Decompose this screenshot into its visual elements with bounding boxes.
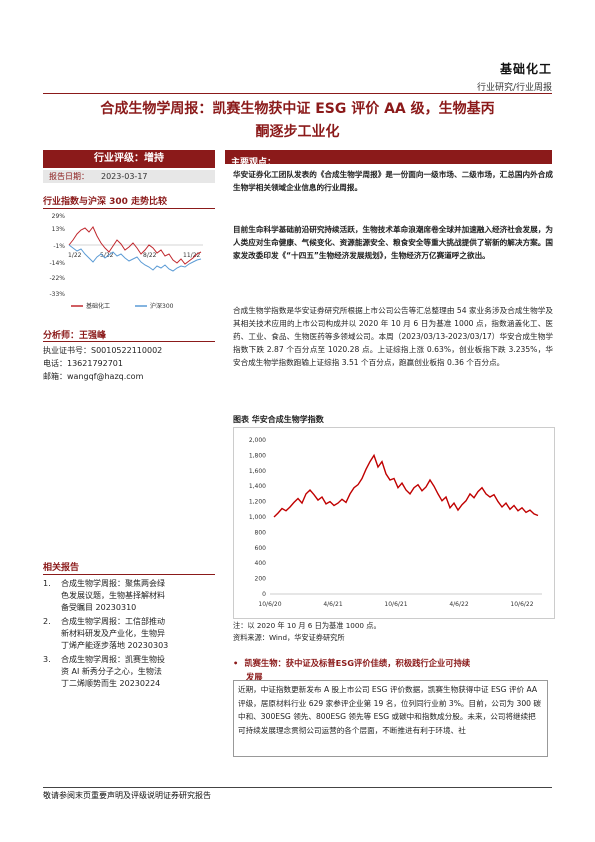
related-item-line: 资 AI 新秀分子之心，生物法	[61, 667, 162, 676]
trend-chart: 29% 13% -1% -14% -22% -33% 1/22 5/22 8/2…	[49, 213, 203, 310]
main-points-header: 主要观点：	[225, 150, 552, 168]
related-heading-rule	[43, 574, 215, 575]
related-item-line: 色发展议题，生物基择解材料	[61, 591, 165, 600]
index-paragraph: 合成生物学指数是华安证券研究所根据上市公司公告等汇总整理由 54 家业务涉及合成…	[233, 306, 553, 367]
footer-disclaimer[interactable]: 敬请参阅末页重要声明及评级说明证券研究报告	[43, 791, 211, 800]
legend-sector: 基础化工	[86, 302, 110, 310]
trend-chart-heading: 行业指数与沪深 300 走势比较	[43, 197, 168, 207]
bullet-line-2: 发展	[246, 672, 263, 682]
analyst-email[interactable]: 邮箱：wangqf@hazq.com	[43, 372, 144, 381]
related-item-text: 合成生物学周报：工信部推动 新材料研发及产业化，生物异 丁烯产能逐步落地 202…	[61, 616, 168, 652]
trend-ytick: -33%	[49, 291, 65, 298]
related-item-line: 合成生物学周报：工信部推动	[61, 617, 165, 626]
header-divider	[43, 93, 552, 94]
analyst-phone: 电话：13621792701	[43, 359, 123, 368]
index-series-line	[273, 453, 539, 518]
sector-label: 基础化工	[499, 62, 552, 76]
figure-note: 注：以 2020 年 10 月 6 日为基准 1000 点。	[233, 621, 381, 630]
trend-xtick: 11/22	[183, 252, 200, 259]
related-list: 1. 合成生物学周报：聚焦两会绿 色发展议题，生物基择解材料 备受瞩目 2023…	[43, 578, 213, 690]
index-chart: 2,000 1,800 1,600 1,400 1,200 1,000 800 600 400 2…	[249, 437, 542, 608]
y-tick-label: 1,000	[249, 514, 266, 521]
y-tick-label: 800	[255, 529, 267, 536]
title-line-2: 酮逐步工业化	[255, 124, 340, 140]
x-tick-label: 10/6/20	[258, 601, 281, 608]
report-title: 合成生物学周报：凯赛生物获中证 ESG 评价 AA 级，生物基丙 酮逐步工业化	[43, 98, 552, 144]
background-paragraph: 目前生命科学基础前沿研究持续活跃，生物技术革命浪潮席卷全球并加速融入经济社会发展…	[233, 225, 553, 260]
bullet-line-1: 凯赛生物：获中证及标普ESG评价佳绩，积极践行企业可持续	[244, 658, 471, 668]
trend-heading-rule	[43, 208, 215, 209]
y-tick-label: 1,600	[249, 468, 266, 475]
x-tick-label: 4/6/21	[323, 601, 342, 608]
trend-xtick: 8/22	[143, 252, 157, 259]
footer-divider	[43, 787, 552, 788]
news-box: 近期，中证指数更新发布 A 股上市公司 ESG 评价数据，凯赛生物获得中证 ES…	[233, 680, 548, 757]
related-item-line: 合成生物学周报：聚焦两会绿	[61, 579, 165, 588]
related-item-text: 合成生物学周报：聚焦两会绿 色发展议题，生物基择解材料 备受瞩目 2023031…	[61, 578, 165, 614]
report-date-value: 2023-03-17	[101, 172, 148, 181]
related-heading: 相关报告	[43, 563, 80, 573]
y-tick-label: 1,800	[249, 452, 266, 459]
x-tick-label: 4/6/22	[449, 601, 468, 608]
news-bullet-heading: • 凯赛生物：获中证及标普ESG评价佳绩，积极践行企业可持续 发展	[233, 656, 553, 684]
trend-ytick: -14%	[49, 260, 65, 267]
index-chart-frame: 2,000 1,800 1,600 1,400 1,200 1,000 800 600 400 2…	[233, 427, 555, 619]
analyst-cert: 执业证书号：S0010522110002	[43, 346, 163, 355]
figure-title: 图表 华安合成生物学指数	[233, 415, 324, 424]
analyst-heading: 分析师：王强峰	[43, 331, 107, 341]
report-date-label: 报告日期：	[49, 172, 89, 181]
report-date: 报告日期： 2023-03-17	[43, 170, 215, 183]
trend-ytick: 29%	[52, 213, 66, 220]
report-type: 行业研究/行业周报	[476, 83, 552, 93]
related-item-line: 丁二烯顺势而生 20230224	[61, 679, 161, 688]
related-item-line: 合成生物学周报：凯赛生物投	[61, 655, 165, 664]
intro-paragraph: 华安证券化工团队发表的《合成生物学周报》是一份面向一级市场、二级市场，汇总国内外…	[233, 170, 553, 192]
y-tick-label: 0	[262, 591, 266, 598]
legend-hs300: 沪深300	[150, 302, 174, 310]
y-tick-label: 600	[255, 545, 267, 552]
related-item-line: 备受瞩目 20230310	[61, 603, 137, 612]
x-tick-label: 10/6/21	[384, 601, 407, 608]
related-item-text: 合成生物学周报：凯赛生物投 资 AI 新秀分子之心，生物法 丁二烯顺势而生 20…	[61, 654, 165, 690]
bullet-marker: •	[233, 658, 239, 668]
x-tick-label: 10/6/22	[510, 601, 533, 608]
related-item-line: 丁烯产能逐步落地 20230303	[61, 641, 169, 650]
related-item-num: 1.	[43, 579, 51, 588]
trend-series-hs300	[68, 244, 202, 272]
related-item-num: 3.	[43, 655, 51, 664]
trend-series-sector	[68, 226, 202, 265]
y-tick-label: 2,000	[249, 437, 266, 444]
trend-ytick: -1%	[53, 243, 65, 250]
y-tick-label: 1,400	[249, 483, 266, 490]
related-item-line: 新材料研发及产业化，生物异	[61, 629, 165, 638]
y-tick-label: 400	[255, 560, 267, 567]
related-item[interactable]: 2. 合成生物学周报：工信部推动 新材料研发及产业化，生物异 丁烯产能逐步落地 …	[43, 616, 213, 652]
related-item[interactable]: 3. 合成生物学周报：凯赛生物投 资 AI 新秀分子之心，生物法 丁二烯顺势而生…	[43, 654, 213, 690]
trend-xtick: 1/22	[68, 252, 82, 259]
y-tick-label: 1,200	[249, 499, 266, 506]
title-line-1: 合成生物学周报：凯赛生物获中证 ESG 评价 AA 级，生物基丙	[100, 101, 495, 117]
figure-source: 资料来源：Wind，华安证券研究所	[233, 633, 345, 642]
trend-ytick: 13%	[52, 226, 66, 233]
trend-ytick: -22%	[49, 275, 65, 282]
industry-rating: 行业评级：增持	[43, 150, 215, 168]
related-item[interactable]: 1. 合成生物学周报：聚焦两会绿 色发展议题，生物基择解材料 备受瞩目 2023…	[43, 578, 213, 614]
analyst-heading-rule	[43, 341, 215, 342]
related-item-num: 2.	[43, 617, 51, 626]
y-tick-label: 200	[255, 576, 267, 583]
trend-xtick: 5/22	[100, 252, 114, 259]
main-points-label: 主要观点：	[231, 158, 277, 168]
